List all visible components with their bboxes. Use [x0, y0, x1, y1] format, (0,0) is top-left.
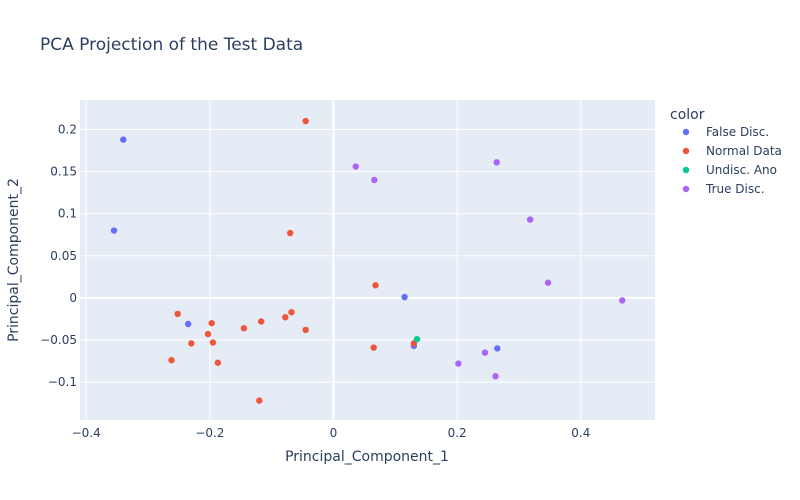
data-point-normal-data[interactable] — [214, 359, 222, 366]
data-point-false-disc[interactable] — [120, 136, 127, 143]
data-point-normal-data[interactable] — [287, 229, 294, 237]
data-point-true-disc[interactable] — [526, 216, 534, 223]
x-axis-ticks: −0.4 −0.2 0 0.2 0.4 — [72, 426, 591, 440]
legend-marker[interactable] — [682, 185, 690, 193]
legend-marker[interactable] — [682, 147, 690, 155]
x-tick-label: −0.2 — [195, 426, 224, 440]
data-point-undisc-ano[interactable] — [413, 335, 421, 343]
data-point-normal-data[interactable] — [204, 330, 212, 338]
data-point-true-disc[interactable] — [619, 297, 626, 304]
data-point-normal-data[interactable] — [302, 326, 309, 334]
x-tick-label: 0.2 — [448, 426, 467, 440]
x-axis-title: Principal_Component_1 — [285, 449, 449, 465]
data-point-true-disc[interactable] — [493, 159, 500, 166]
legend-label[interactable]: Normal Data — [706, 144, 782, 158]
x-tick-label: 0.4 — [571, 426, 590, 440]
legend-label[interactable]: Undisc. Ano — [706, 163, 777, 177]
y-tick-label: 0.05 — [50, 249, 77, 263]
data-point-true-disc[interactable] — [371, 176, 378, 184]
legend-label[interactable]: True Disc. — [705, 182, 765, 196]
data-point-normal-data[interactable] — [302, 117, 309, 125]
legend-label[interactable]: False Disc. — [706, 125, 769, 139]
data-point-false-disc[interactable] — [494, 345, 501, 352]
x-tick-label: 0 — [330, 426, 338, 440]
chart-title: PCA Projection of the Test Data — [40, 35, 303, 55]
data-point-false-disc[interactable] — [184, 320, 192, 328]
legend-marker[interactable] — [682, 166, 690, 174]
y-tick-label: 0.1 — [58, 207, 77, 221]
data-point-true-disc[interactable] — [352, 163, 359, 170]
legend-marker[interactable] — [682, 128, 690, 136]
y-tick-label: 0 — [69, 291, 77, 305]
data-point-normal-data[interactable] — [174, 310, 181, 318]
y-axis-ticks: −0.1 −0.05 0 0.05 0.1 0.15 0.2 — [40, 122, 77, 389]
data-point-normal-data[interactable] — [256, 397, 263, 404]
data-point-normal-data[interactable] — [188, 340, 195, 347]
legend: color False Disc. Normal Data Undisc. Ano T… — [670, 107, 782, 196]
y-tick-label: 0.15 — [50, 165, 77, 179]
data-point-normal-data[interactable] — [240, 325, 248, 332]
plot-area — [80, 100, 655, 420]
y-tick-label: −0.1 — [48, 375, 77, 389]
data-point-false-disc[interactable] — [401, 293, 408, 301]
grid-lines — [80, 100, 655, 420]
y-tick-label: −0.05 — [40, 333, 77, 347]
data-point-normal-data[interactable] — [372, 282, 379, 289]
y-axis-title: Principal_Component_2 — [6, 178, 22, 342]
data-point-normal-data[interactable] — [168, 357, 175, 364]
data-point-true-disc[interactable] — [544, 279, 552, 286]
data-point-true-disc[interactable] — [492, 373, 499, 380]
data-point-normal-data[interactable] — [282, 314, 289, 321]
data-point-true-disc[interactable] — [455, 360, 462, 367]
legend-items: False Disc. Normal Data Undisc. Ano True Di… — [682, 125, 782, 196]
scatter-points — [110, 117, 626, 404]
data-point-true-disc[interactable] — [481, 349, 489, 356]
data-point-normal-data[interactable] — [209, 339, 217, 346]
data-point-normal-data[interactable] — [370, 344, 377, 351]
data-point-normal-data[interactable] — [208, 319, 215, 327]
data-point-normal-data[interactable] — [288, 309, 295, 316]
y-tick-label: 0.2 — [58, 122, 77, 136]
data-point-normal-data[interactable] — [257, 318, 265, 325]
data-point-false-disc[interactable] — [110, 227, 118, 234]
legend-title: color — [670, 107, 705, 123]
x-tick-label: −0.4 — [72, 426, 101, 440]
